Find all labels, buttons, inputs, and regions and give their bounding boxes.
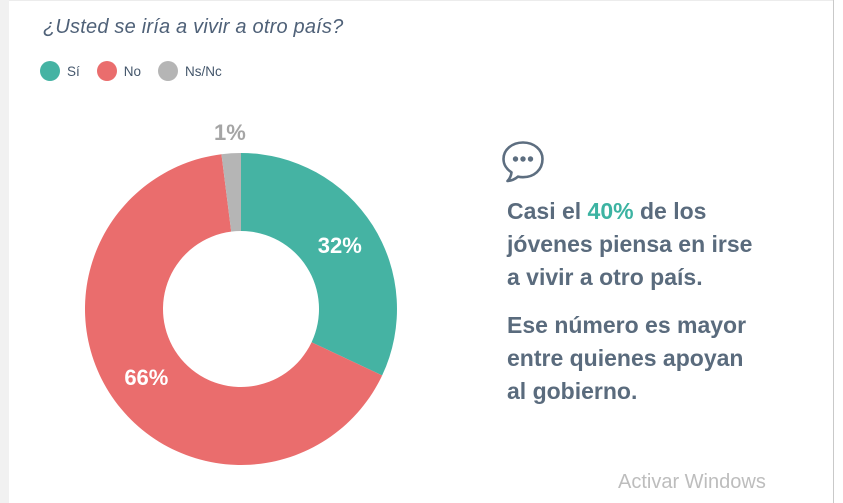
highlight-percentage: 40% bbox=[587, 198, 634, 224]
legend-label-si: Sí bbox=[67, 63, 80, 79]
speech-bubble-icon bbox=[502, 141, 544, 183]
donut-slice-Sí bbox=[241, 153, 397, 376]
insight-line: al gobierno. bbox=[507, 378, 638, 404]
legend-label-nsnc: Ns/Nc bbox=[185, 63, 222, 79]
legend-swatch-nsnc bbox=[158, 61, 179, 81]
insight-paragraph-2: Ese número es mayor entre quienes apoyan… bbox=[507, 309, 746, 408]
donut-slice-No bbox=[84, 154, 383, 466]
insight-line: Ese número es mayor bbox=[507, 312, 747, 338]
activation-watermark: Activar Windows bbox=[618, 471, 766, 493]
legend-item-nsnc: Ns/Nc bbox=[158, 61, 222, 81]
right-edge-border bbox=[833, 0, 834, 503]
slice-label-Ns/Nc: 1% bbox=[214, 120, 246, 146]
donut-svg bbox=[84, 153, 397, 466]
legend-label-no: No bbox=[123, 63, 142, 79]
left-edge-strip bbox=[0, 0, 9, 503]
insight-line: a vivir a otro país. bbox=[507, 264, 703, 290]
insight-line: jóvenes piensa en irse bbox=[507, 231, 753, 257]
insight-paragraph-1: Casi el 40% de los jóvenes piensa en irs… bbox=[507, 195, 752, 294]
insight-text: Casi el bbox=[507, 198, 588, 224]
page-title: ¿Usted se iría a vivir a otro país? bbox=[43, 16, 344, 38]
insight-line: entre quienes apoyan bbox=[507, 345, 744, 371]
slice-label-Sí: 32% bbox=[317, 233, 362, 259]
legend-swatch-si bbox=[40, 61, 60, 81]
legend-item-no: No bbox=[96, 61, 142, 81]
donut-slice-Ns/Nc bbox=[221, 153, 241, 232]
insight-text: de los bbox=[633, 198, 707, 224]
legend-swatch-no bbox=[96, 61, 117, 81]
legend-item-si: Sí bbox=[40, 61, 80, 81]
donut-chart: 32% 66% 1% bbox=[60, 110, 430, 480]
chart-legend: Sí No Ns/Nc bbox=[40, 61, 222, 81]
slice-label-No: 66% bbox=[124, 364, 169, 390]
insight-line: Casi el 40% de los bbox=[507, 195, 752, 228]
top-edge-line bbox=[9, 0, 834, 1]
